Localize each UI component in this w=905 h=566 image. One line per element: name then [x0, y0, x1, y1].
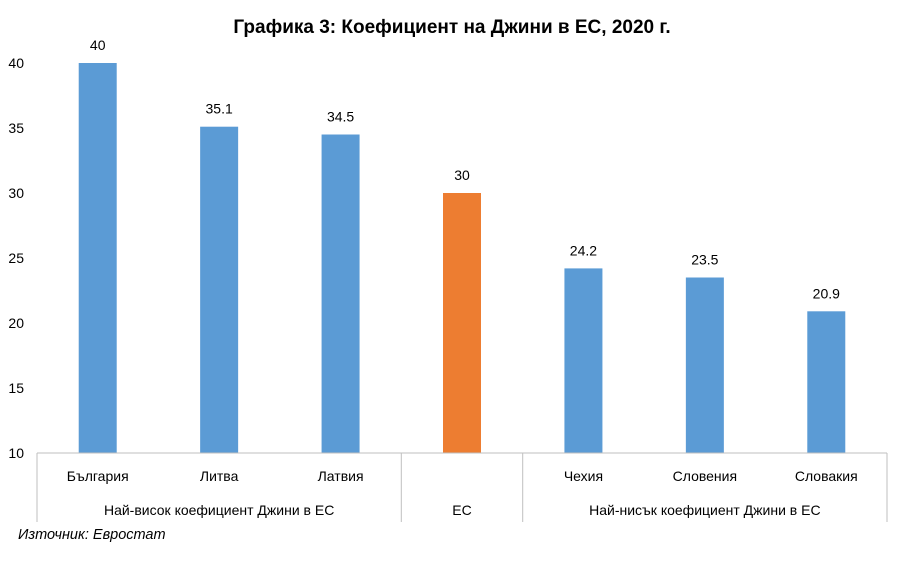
data-label: 34.5 [327, 109, 354, 125]
y-tick-label: 40 [8, 55, 24, 71]
source-note: Източник: Евростат [18, 527, 166, 543]
data-labels: 40 35.1 34.5 30 24.2 23.5 20.9 [90, 37, 840, 301]
y-tick-label: 30 [8, 185, 24, 201]
bar-4 [443, 193, 481, 453]
y-tick-label: 15 [8, 380, 24, 396]
data-label: 24.2 [570, 242, 597, 258]
group-label: Най-висок коефициент Джини в ЕС [104, 502, 334, 518]
y-tick-label: 20 [8, 315, 24, 331]
group-label: ЕС [452, 502, 471, 518]
group-label: Най-нисък коефициент Джини в ЕС [589, 502, 820, 518]
y-axis: 10 15 20 25 30 35 40 [8, 55, 24, 461]
x-axis: България Литва Латвия Чехия Словения Словакия… [36, 452, 888, 522]
data-label: 30 [454, 167, 470, 183]
data-label: 20.9 [813, 285, 840, 301]
bars [78, 63, 846, 453]
category-label: България [67, 468, 129, 484]
data-label: 35.1 [206, 101, 233, 117]
data-label: 40 [90, 37, 106, 53]
y-tick-label: 25 [8, 250, 24, 266]
bar-7 [807, 311, 846, 453]
bar-2 [200, 126, 239, 453]
category-label: Словения [673, 468, 737, 484]
chart-title: Графика 3: Коефициент на Джини в ЕС, 202… [233, 17, 670, 38]
category-label: Латвия [318, 468, 364, 484]
bar-3 [321, 134, 360, 453]
y-tick-label: 10 [8, 445, 24, 461]
category-label: Чехия [564, 468, 603, 484]
data-label: 23.5 [691, 252, 718, 268]
bar-6 [685, 277, 724, 453]
category-label: Литва [200, 468, 239, 484]
y-tick-label: 35 [8, 120, 24, 136]
bar-5 [564, 268, 603, 453]
category-label: Словакия [795, 468, 858, 484]
bar-1 [78, 63, 117, 453]
